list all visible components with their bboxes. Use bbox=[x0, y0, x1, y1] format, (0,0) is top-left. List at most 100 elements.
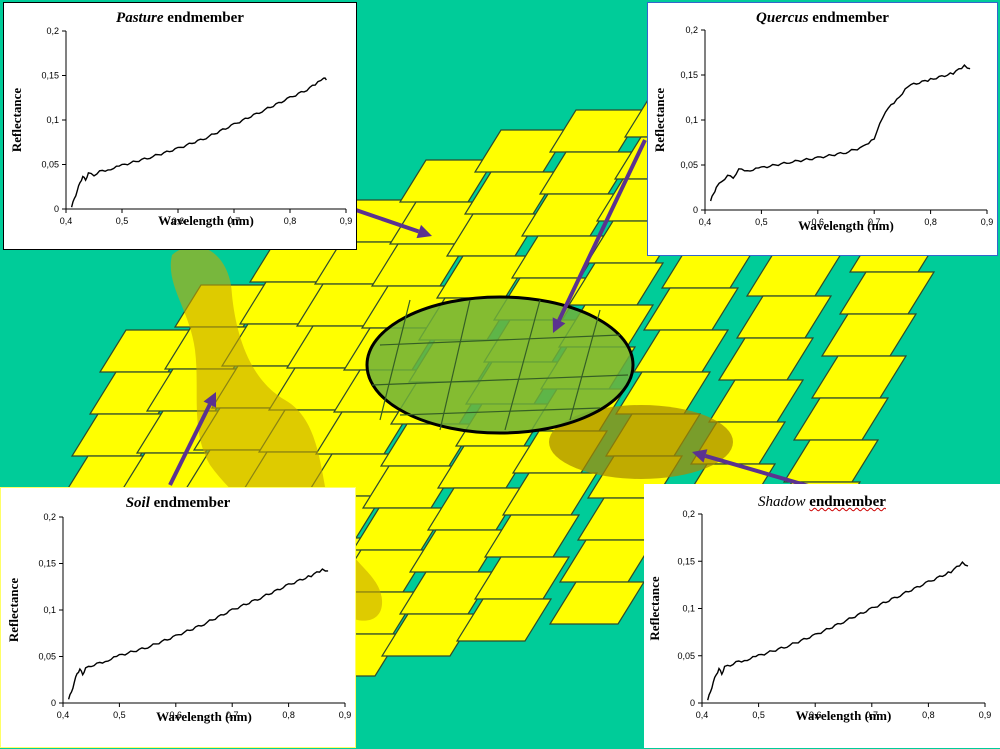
soil-reflectance-line bbox=[67, 568, 329, 700]
shadow-arrow bbox=[692, 449, 813, 489]
x-axis-label: Wavelength (nm) bbox=[156, 709, 252, 724]
y-tick-label: 0,15 bbox=[677, 556, 695, 566]
canopy-tile-edge bbox=[371, 374, 629, 386]
y-axis-label: Reflectance bbox=[647, 576, 662, 640]
shadow-patch bbox=[549, 405, 733, 479]
y-axis-label: Reflectance bbox=[652, 88, 667, 152]
x-tick-label: 0,5 bbox=[113, 710, 126, 720]
x-tick-label: 0,6 bbox=[170, 710, 183, 720]
pasture-endmember-panel: 0 0,05 0,1 0,15 0,2 0,4 0,5 0,6 0,7 0,8 0,9 Wavelen… bbox=[3, 2, 357, 250]
arrows bbox=[168, 139, 813, 489]
quercus-title-suffix: endmember bbox=[812, 10, 889, 26]
x-tick-label: 0,4 bbox=[60, 216, 73, 226]
x-tick-label: 0,7 bbox=[228, 216, 241, 226]
y-tick-label: 0,05 bbox=[41, 160, 59, 170]
y-tick-label: 0,1 bbox=[685, 115, 698, 125]
y-tick-label: 0,2 bbox=[685, 25, 698, 35]
x-tick-label: 0,9 bbox=[340, 216, 353, 226]
tile bbox=[455, 598, 553, 642]
shadow-arrow-shaft bbox=[704, 454, 813, 489]
canopy-tile-edge bbox=[569, 309, 601, 421]
quercus-title-species: Quercus bbox=[756, 10, 809, 26]
pasture-chart: 0 0,05 0,1 0,15 0,2 0,4 0,5 0,6 0,7 0,8 0,9 Wavelen… bbox=[9, 26, 353, 228]
y-tick-label: 0 bbox=[690, 698, 695, 708]
pasture-arrow bbox=[349, 206, 432, 239]
quercus-arrow-shaft bbox=[557, 139, 647, 322]
x-tick-label: 0,5 bbox=[755, 217, 768, 227]
quercus-reflectance-line bbox=[709, 64, 971, 202]
x-tick-label: 0,4 bbox=[57, 710, 70, 720]
y-tick-label: 0,15 bbox=[680, 70, 698, 80]
quercus-canopy-ellipse bbox=[365, 295, 635, 435]
x-tick-label: 0,9 bbox=[339, 710, 352, 720]
soil-title-suffix: endmember bbox=[153, 495, 231, 511]
soil-title: Soil endmember bbox=[1, 495, 355, 512]
shadow-title: Shadow endmember bbox=[644, 494, 1000, 511]
pasture-reflectance-line bbox=[70, 77, 327, 208]
canopy-tile-lines bbox=[371, 299, 629, 431]
shadow-reflectance-line bbox=[707, 561, 969, 701]
soil-arrow-shaft bbox=[168, 403, 212, 486]
shadow-title-species: Shadow bbox=[758, 494, 806, 510]
y-tick-label: 0,2 bbox=[43, 512, 56, 522]
soil-arrow-head bbox=[203, 392, 217, 408]
shadow-chart: 0 0,05 0,1 0,15 0,2 0,4 0,5 0,6 0,7 0,8 0,9 Wavelen… bbox=[647, 509, 992, 723]
quercus-title: Quercus endmember bbox=[648, 10, 997, 27]
x-tick-label: 0,6 bbox=[812, 217, 825, 227]
y-axis-label: Reflectance bbox=[9, 88, 24, 152]
tile bbox=[380, 613, 478, 657]
pasture-title: Pasture endmember bbox=[4, 10, 356, 27]
soil-endmember-panel: 0 0,05 0,1 0,15 0,2 0,4 0,5 0,6 0,7 0,8 0,9 Wavelen… bbox=[0, 487, 356, 748]
y-tick-label: 0,1 bbox=[682, 604, 695, 614]
y-tick-label: 0,1 bbox=[46, 115, 59, 125]
x-tick-label: 0,7 bbox=[226, 710, 239, 720]
pasture-arrow-head bbox=[416, 224, 432, 239]
y-tick-label: 0,2 bbox=[46, 26, 59, 36]
y-tick-label: 0 bbox=[54, 204, 59, 214]
y-tick-label: 0,05 bbox=[38, 652, 56, 662]
soil-chart: 0 0,05 0,1 0,15 0,2 0,4 0,5 0,6 0,7 0,8 0,9 Wavelen… bbox=[6, 512, 352, 724]
x-axis-label: Wavelength (nm) bbox=[796, 708, 892, 723]
shadow-arrow-head bbox=[692, 449, 708, 463]
x-tick-label: 0,9 bbox=[981, 217, 994, 227]
x-tick-label: 0,9 bbox=[979, 710, 992, 720]
x-tick-label: 0,7 bbox=[868, 217, 881, 227]
x-tick-label: 0,7 bbox=[866, 710, 879, 720]
y-tick-label: 0 bbox=[51, 698, 56, 708]
x-axis-label: Wavelength (nm) bbox=[158, 213, 254, 228]
quercus-endmember-panel: 0 0,05 0,1 0,15 0,2 0,4 0,5 0,6 0,7 0,8 0,9 Wavelen… bbox=[647, 2, 998, 256]
canopy-tile-edge bbox=[379, 299, 411, 421]
canopy-tile-edge bbox=[399, 407, 601, 416]
y-tick-label: 0,15 bbox=[38, 559, 56, 569]
y-axis-label: Reflectance bbox=[6, 578, 21, 642]
quercus-arrow bbox=[552, 139, 647, 333]
canopy-tile-edge bbox=[379, 334, 621, 346]
x-tick-label: 0,5 bbox=[116, 216, 129, 226]
quercus-chart: 0 0,05 0,1 0,15 0,2 0,4 0,5 0,6 0,7 0,8 0,9 Wavelen… bbox=[652, 25, 994, 233]
x-tick-label: 0,8 bbox=[924, 217, 937, 227]
tile bbox=[548, 581, 646, 625]
soil-title-species: Soil bbox=[125, 495, 150, 511]
shadow-endmember-panel: 0 0,05 0,1 0,15 0,2 0,4 0,5 0,6 0,7 0,8 0,9 Wavelen… bbox=[644, 484, 1000, 748]
pasture-title-suffix: endmember bbox=[167, 10, 244, 26]
x-tick-label: 0,6 bbox=[172, 216, 185, 226]
x-tick-label: 0,4 bbox=[699, 217, 712, 227]
y-tick-label: 0,1 bbox=[43, 605, 56, 615]
canopy-tile-edge bbox=[439, 299, 471, 431]
soil-arrow bbox=[168, 392, 217, 486]
x-tick-label: 0,6 bbox=[809, 710, 822, 720]
x-tick-label: 0,8 bbox=[282, 710, 295, 720]
y-tick-label: 0,15 bbox=[41, 71, 59, 81]
y-tick-label: 0,05 bbox=[677, 651, 695, 661]
x-tick-label: 0,8 bbox=[922, 710, 935, 720]
pasture-arrow-shaft bbox=[349, 206, 420, 234]
x-tick-label: 0,8 bbox=[284, 216, 297, 226]
canopy-tile-edge bbox=[504, 299, 541, 431]
x-axis-label: Wavelength (nm) bbox=[798, 218, 894, 233]
quercus-arrow-head bbox=[552, 317, 566, 333]
pasture-title-species: Pasture bbox=[116, 10, 164, 26]
y-tick-label: 0,05 bbox=[680, 160, 698, 170]
y-tick-label: 0,2 bbox=[682, 509, 695, 519]
y-tick-label: 0 bbox=[693, 205, 698, 215]
x-tick-label: 0,5 bbox=[752, 710, 765, 720]
